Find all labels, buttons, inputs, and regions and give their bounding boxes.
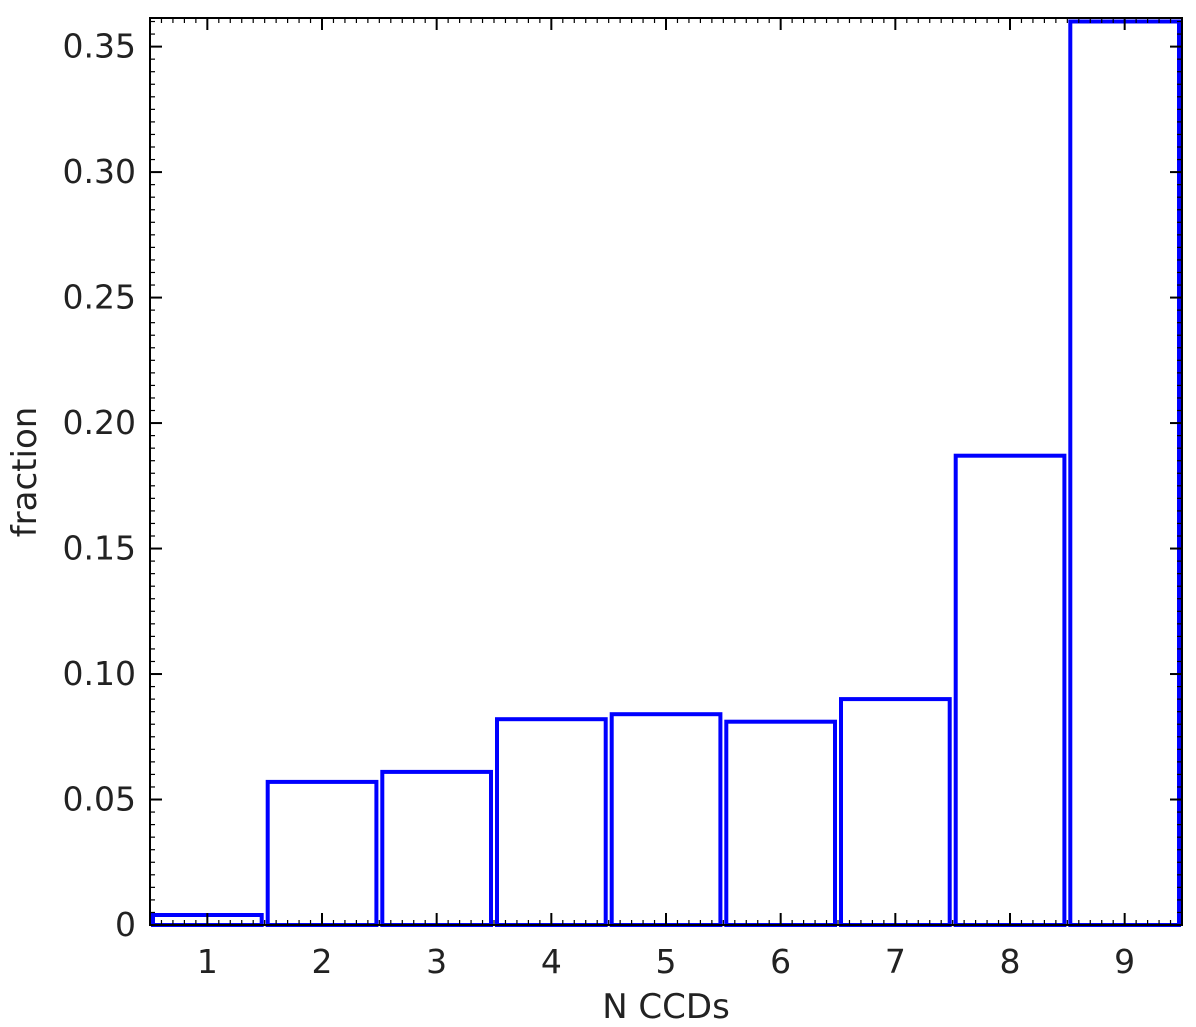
histogram-bar (839, 697, 952, 927)
x-tick-label: 4 (541, 942, 562, 981)
x-tick-label: 1 (197, 942, 218, 981)
y-tick-label: 0.15 (63, 529, 136, 568)
y-tick-label: 0.35 (63, 27, 136, 66)
y-tick-label: 0.05 (63, 780, 136, 819)
ticks-group (149, 18, 1183, 926)
x-tick-label: 5 (656, 942, 677, 981)
histogram-bar (380, 769, 493, 928)
histogram-bar (609, 712, 723, 928)
histogram-bar (1068, 19, 1182, 927)
histogram-bar (953, 453, 1067, 927)
y-tick-label: 0.30 (63, 152, 136, 191)
y-tick-label: 0.25 (63, 278, 136, 317)
x-tick-label: 6 (770, 942, 791, 981)
y-tick-label: 0.10 (63, 654, 136, 693)
x-tick-label: 8 (1000, 942, 1021, 981)
x-tick-label: 9 (1114, 942, 1135, 981)
histogram-bar (724, 719, 837, 928)
x-tick-label: 3 (426, 942, 447, 981)
y-tick-label: 0.20 (63, 403, 136, 442)
x-tick-label: 2 (312, 942, 333, 981)
y-axis-label: fraction (5, 407, 45, 538)
x-axis-label: N CCDs (602, 987, 730, 1027)
y-tick-label: 0 (115, 905, 136, 944)
labels-group: 0 0.05 0.10 0.15 0.20 0.25 0.30 0.35 1 2 3 4 5 6 7 8 9 (63, 27, 1136, 981)
plot-frame (149, 17, 1183, 926)
histogram-bar (495, 717, 608, 928)
x-tick-label: 7 (885, 942, 906, 981)
bars-group (151, 19, 1182, 928)
histogram-bar (265, 779, 379, 928)
